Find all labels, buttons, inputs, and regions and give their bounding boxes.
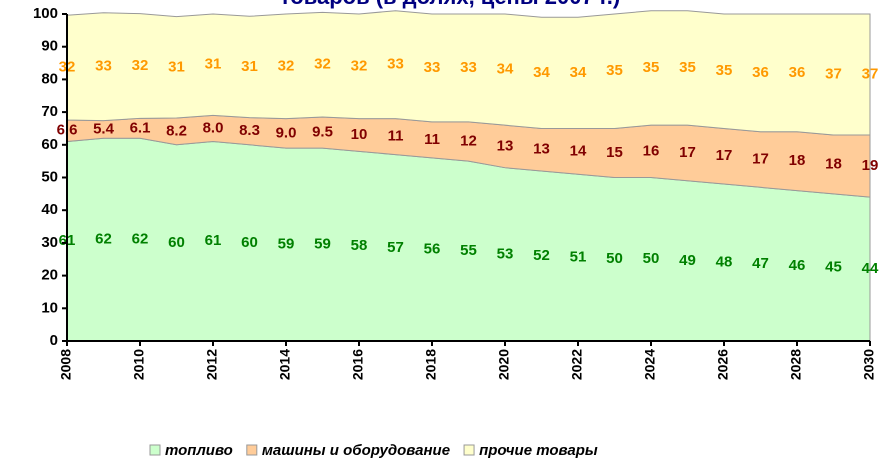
x-tick-label: 2016 <box>350 349 366 380</box>
data-label: 47 <box>752 255 769 272</box>
y-tick-label: 20 <box>41 267 58 284</box>
data-label: 56 <box>424 240 441 257</box>
data-label: 6.1 <box>130 119 151 136</box>
data-label: 31 <box>241 58 258 75</box>
data-label: 10 <box>351 126 368 143</box>
x-tick-label: 2018 <box>423 349 439 380</box>
data-label: 60 <box>168 234 185 251</box>
data-label: 61 <box>205 232 222 249</box>
x-tick-label: 2022 <box>569 349 585 380</box>
data-label: 51 <box>570 249 587 266</box>
y-tick-label: 0 <box>50 332 58 349</box>
data-label: 50 <box>643 250 660 267</box>
data-label: 48 <box>716 253 733 270</box>
y-tick-label: 80 <box>41 70 58 87</box>
data-label: 55 <box>460 242 477 259</box>
x-tick-label: 2026 <box>715 349 731 380</box>
data-label: 34 <box>570 64 587 81</box>
data-label: 14 <box>570 142 587 159</box>
data-label: 8.0 <box>203 119 224 136</box>
data-label: 19 <box>862 157 879 174</box>
data-label: 33 <box>95 58 112 75</box>
data-label: 44 <box>862 260 879 277</box>
data-label: 35 <box>606 62 623 79</box>
data-label: 11 <box>424 131 440 148</box>
data-label: 18 <box>825 155 842 172</box>
data-label: 17 <box>716 147 733 164</box>
y-tick-label: 10 <box>41 299 58 316</box>
data-label: 11 <box>388 128 404 145</box>
data-label: 45 <box>825 258 842 275</box>
data-label: 31 <box>205 56 222 73</box>
data-label: 36 <box>789 64 806 81</box>
data-label: 62 <box>95 231 112 248</box>
y-tick-label: 90 <box>41 38 58 55</box>
legend-label: прочие товары <box>479 442 598 459</box>
x-tick-label: 2010 <box>131 349 147 380</box>
y-tick-label: 30 <box>41 234 58 251</box>
y-tick-label: 100 <box>33 5 58 22</box>
data-label: 13 <box>533 141 550 158</box>
data-label: 9.5 <box>312 124 333 141</box>
data-label: 50 <box>606 250 623 267</box>
x-tick-label: 2030 <box>861 349 877 380</box>
data-label: 31 <box>168 58 185 75</box>
data-label: 35 <box>643 59 660 76</box>
data-label: 8.2 <box>166 122 187 139</box>
data-label: 33 <box>424 59 441 76</box>
data-label: 59 <box>314 236 331 253</box>
data-label: 53 <box>497 245 514 262</box>
data-label: 18 <box>789 152 806 169</box>
legend-swatch <box>246 444 258 456</box>
data-label: 9.0 <box>276 124 297 141</box>
data-label: 32 <box>278 57 295 74</box>
data-label: 17 <box>679 144 696 161</box>
data-label: 36 <box>752 64 769 81</box>
data-label: 13 <box>497 137 514 154</box>
data-label: 46 <box>789 257 806 274</box>
x-tick-label: 2014 <box>277 349 293 380</box>
legend-swatch <box>149 444 161 456</box>
data-label: 37 <box>825 65 842 82</box>
data-label: 12 <box>460 132 477 149</box>
legend-label: топливо <box>165 442 233 459</box>
data-label: 32 <box>314 56 331 73</box>
data-label: 35 <box>679 59 696 76</box>
y-tick-label: 50 <box>41 168 58 185</box>
data-label: 17 <box>752 150 769 167</box>
data-label: 60 <box>241 234 258 251</box>
data-label: 62 <box>132 231 149 248</box>
x-tick-label: 2008 <box>58 349 74 380</box>
data-label: 8.3 <box>239 122 260 139</box>
data-label: 58 <box>351 237 368 254</box>
area <box>66 10 871 136</box>
y-tick-label: 60 <box>41 136 58 153</box>
legend-label: машины и оборудование <box>262 442 450 459</box>
x-tick-label: 2028 <box>788 349 804 380</box>
data-label: 59 <box>278 236 295 253</box>
data-label: 32 <box>132 57 149 74</box>
data-label: 49 <box>679 252 696 269</box>
data-label: 34 <box>533 64 550 81</box>
x-tick-label: 2024 <box>642 349 658 380</box>
data-label: 16 <box>643 142 660 159</box>
data-label: 37 <box>862 65 879 82</box>
data-label: 52 <box>533 247 550 264</box>
data-label: 34 <box>497 61 514 78</box>
y-tick-label: 40 <box>41 201 58 218</box>
x-tick-label: 2012 <box>204 349 220 380</box>
legend-swatch <box>463 444 475 456</box>
y-tick-label: 70 <box>41 103 58 120</box>
chart-title: товаров (в долях, цены 2007 г.) <box>280 0 620 9</box>
data-label: 15 <box>606 144 623 161</box>
data-label: 5.4 <box>93 120 115 137</box>
x-tick-label: 2020 <box>496 349 512 380</box>
data-label: 35 <box>716 62 733 79</box>
data-label: 33 <box>387 56 404 73</box>
legend: топливо машины и оборудование прочие товар… <box>149 442 598 459</box>
data-label: 32 <box>351 57 368 74</box>
data-label: 57 <box>387 239 404 256</box>
data-label: 33 <box>460 59 477 76</box>
